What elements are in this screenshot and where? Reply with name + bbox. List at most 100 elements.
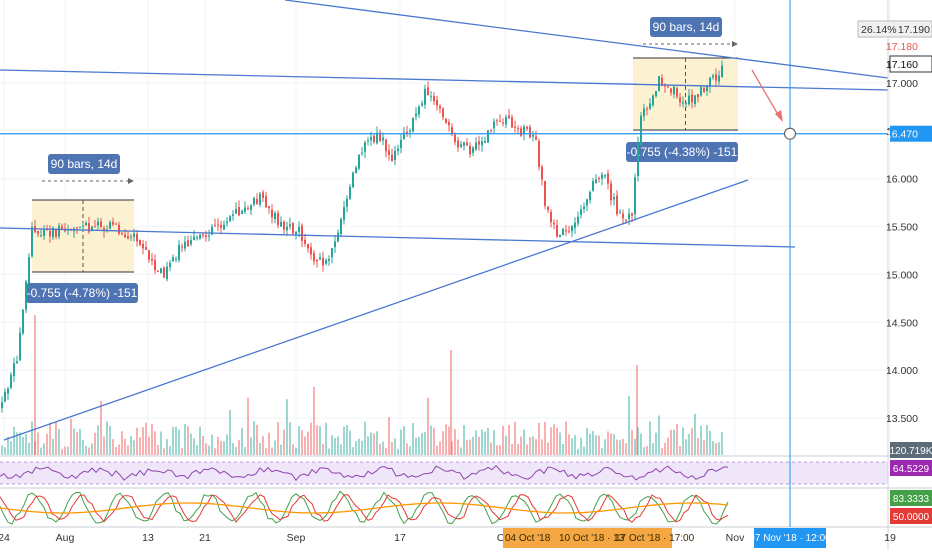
volume-bar (589, 433, 591, 455)
candle-body (145, 247, 147, 250)
volume-bar (493, 430, 495, 455)
candle-body (169, 262, 171, 268)
candle-body (103, 228, 105, 232)
candle-body (61, 226, 63, 230)
volume-bar (556, 427, 558, 455)
candle-body (142, 243, 144, 249)
candle-body (37, 230, 39, 234)
candle-body (274, 213, 276, 220)
candle-body (271, 209, 273, 218)
pct-tag-bg (857, 20, 932, 38)
candle-body (25, 281, 27, 310)
volume-bar (472, 436, 474, 455)
volume-bar (28, 442, 30, 455)
volume-bar (553, 424, 555, 455)
candle-body (400, 139, 402, 149)
candle-body (430, 96, 432, 98)
candle-body (631, 213, 633, 216)
candle-body (307, 243, 309, 249)
candle-body (295, 231, 297, 235)
candle-body (667, 86, 669, 88)
candle-body (508, 115, 510, 119)
volume-bar (631, 429, 633, 455)
volume-bar (232, 443, 234, 455)
candle-body (352, 172, 354, 188)
volume-bar (37, 432, 39, 455)
volume-tag: 120.719K (890, 446, 932, 457)
volume-bar (636, 365, 638, 455)
rsi-tag: 64.5229 (893, 464, 930, 475)
candle-body (118, 224, 120, 234)
candle-body (634, 177, 636, 215)
candle-body (343, 207, 345, 220)
volume-bar (364, 421, 366, 455)
candle-body (442, 108, 444, 118)
candle-body (268, 206, 270, 209)
candle-body (361, 152, 363, 154)
candle-body (415, 113, 417, 117)
volume-bar (616, 439, 618, 455)
volume-bar (481, 429, 483, 455)
volume-bar (460, 447, 462, 455)
volume-bar (34, 315, 36, 455)
candle-body (31, 227, 33, 257)
volume-bar (340, 444, 342, 455)
candle-body (160, 268, 162, 273)
candle-body (148, 250, 150, 260)
candle-body (484, 141, 486, 143)
candle-body (598, 177, 600, 179)
candle-body (226, 221, 228, 224)
volume-bar (82, 440, 84, 455)
candle-body (478, 141, 480, 145)
volume-bar (64, 446, 66, 455)
volume-bar (196, 445, 198, 455)
candle-body (493, 121, 495, 129)
candle-body (418, 106, 420, 115)
volume-bar (208, 445, 210, 455)
volume-bar (46, 433, 48, 455)
candle-body (331, 248, 333, 258)
volume-bar (655, 432, 657, 455)
delta-label: -0.755 (-4.78%) -151 (27, 286, 138, 300)
volume-bar (499, 445, 501, 455)
volume-bar (550, 427, 552, 455)
volume-bar (400, 429, 402, 455)
time-tick-label: Aug (56, 532, 75, 544)
blue-time-tag-bg (754, 528, 826, 548)
candle-body (568, 231, 570, 233)
candle-body (475, 142, 477, 150)
candle-body (199, 234, 201, 239)
candle-body (370, 136, 372, 141)
volume-bar (310, 422, 312, 455)
time-tick-label: 24 (0, 532, 10, 544)
volume-bar (646, 445, 648, 455)
volume-bar (286, 399, 288, 455)
candle-body (40, 235, 42, 237)
candle-body (547, 206, 549, 210)
candle-body (436, 99, 438, 106)
volume-bar (496, 445, 498, 455)
price-tick-label: 14.500 (886, 317, 918, 329)
candle-body (673, 86, 675, 95)
candle-body (688, 95, 690, 105)
volume-bar (361, 440, 363, 455)
volume-bar (130, 436, 132, 455)
volume-bar (520, 436, 522, 455)
candle-body (589, 192, 591, 201)
candle-body (22, 309, 24, 334)
volume-bar (445, 424, 447, 455)
volume-bar (463, 425, 465, 455)
candle-body (175, 258, 177, 260)
candle-body (388, 150, 390, 155)
trend-lines (0, 0, 889, 527)
candle-body (709, 77, 711, 87)
candle-body (592, 181, 594, 191)
volume-bar (289, 422, 291, 455)
candle-body (721, 65, 723, 78)
candle-body (523, 126, 525, 135)
candle-body (529, 127, 531, 138)
volume-bar (682, 427, 684, 455)
